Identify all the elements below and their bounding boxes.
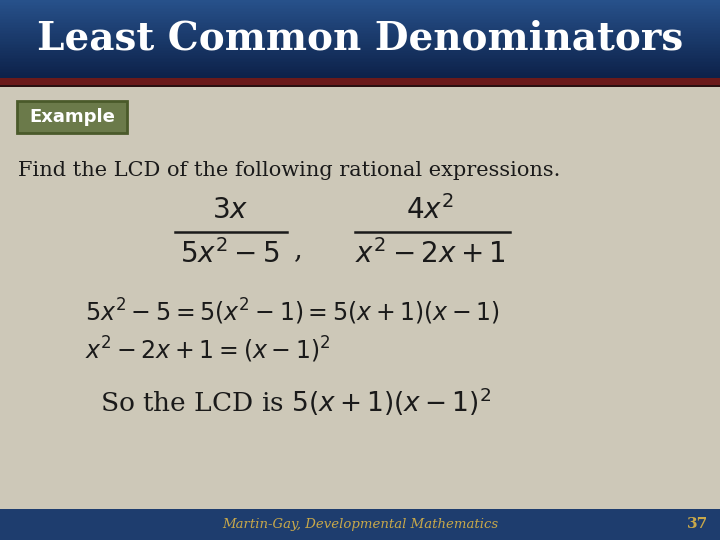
Bar bbox=[0, 50, 720, 51]
Bar bbox=[0, 31, 720, 33]
Bar bbox=[0, 26, 720, 28]
Bar bbox=[0, 24, 720, 26]
Bar bbox=[0, 18, 720, 21]
Bar bbox=[0, 8, 720, 9]
Text: 37: 37 bbox=[688, 517, 708, 531]
Bar bbox=[0, 64, 720, 65]
Bar bbox=[0, 29, 720, 31]
Bar bbox=[0, 59, 720, 61]
Bar bbox=[0, 34, 720, 36]
Bar bbox=[0, 68, 720, 70]
Bar bbox=[0, 62, 720, 64]
Bar bbox=[0, 0, 720, 2]
Bar bbox=[0, 12, 720, 14]
Bar bbox=[0, 22, 720, 23]
Bar bbox=[0, 51, 720, 53]
Bar bbox=[0, 43, 720, 45]
Bar bbox=[0, 9, 720, 11]
Bar bbox=[0, 40, 720, 42]
Bar bbox=[0, 66, 720, 69]
Bar bbox=[0, 76, 720, 78]
Text: $x^2-2x+1$: $x^2-2x+1$ bbox=[354, 239, 505, 269]
Bar bbox=[0, 56, 720, 58]
Bar bbox=[0, 32, 720, 35]
Bar bbox=[0, 45, 720, 47]
Bar bbox=[0, 75, 720, 77]
Bar bbox=[0, 70, 720, 72]
Text: Example: Example bbox=[29, 108, 115, 126]
Bar bbox=[0, 509, 720, 540]
Bar bbox=[0, 78, 720, 85]
Bar bbox=[0, 3, 720, 5]
Bar bbox=[0, 85, 720, 87]
Bar bbox=[0, 36, 720, 37]
Text: Least Common Denominators: Least Common Denominators bbox=[37, 20, 683, 58]
Text: $5x^2-5$: $5x^2-5$ bbox=[180, 239, 280, 269]
Text: ,: , bbox=[294, 237, 302, 264]
Bar bbox=[0, 23, 720, 25]
Text: $3x$: $3x$ bbox=[212, 197, 248, 224]
Bar bbox=[0, 42, 720, 44]
FancyBboxPatch shape bbox=[17, 101, 127, 133]
Text: Martin-Gay, Developmental Mathematics: Martin-Gay, Developmental Mathematics bbox=[222, 518, 498, 531]
Bar bbox=[0, 17, 720, 19]
Bar bbox=[0, 1, 720, 3]
Bar bbox=[0, 4, 720, 6]
Bar bbox=[0, 71, 720, 73]
Text: So the LCD is $5(x+1)(x-1)^2$: So the LCD is $5(x+1)(x-1)^2$ bbox=[100, 386, 491, 418]
Text: $4x^2$: $4x^2$ bbox=[406, 195, 454, 225]
Text: $x^2-2x+1=(x-1)^2$: $x^2-2x+1=(x-1)^2$ bbox=[85, 335, 330, 365]
Bar bbox=[0, 10, 720, 12]
Bar bbox=[0, 54, 720, 56]
Bar bbox=[0, 28, 720, 30]
Bar bbox=[0, 57, 720, 59]
Bar bbox=[0, 14, 720, 16]
Bar bbox=[0, 6, 720, 8]
Text: Find the LCD of the following rational expressions.: Find the LCD of the following rational e… bbox=[18, 160, 560, 179]
Bar bbox=[0, 73, 720, 75]
Bar bbox=[0, 60, 720, 63]
Bar bbox=[0, 48, 720, 50]
Bar bbox=[0, 20, 720, 22]
Bar bbox=[0, 52, 720, 55]
Bar bbox=[0, 37, 720, 39]
Bar bbox=[0, 38, 720, 40]
Text: $5x^2-5=5(x^2-1)=5(x+1)(x-1)$: $5x^2-5=5(x^2-1)=5(x+1)(x-1)$ bbox=[85, 297, 500, 327]
Bar bbox=[0, 15, 720, 17]
Bar bbox=[0, 46, 720, 49]
Bar bbox=[0, 65, 720, 67]
